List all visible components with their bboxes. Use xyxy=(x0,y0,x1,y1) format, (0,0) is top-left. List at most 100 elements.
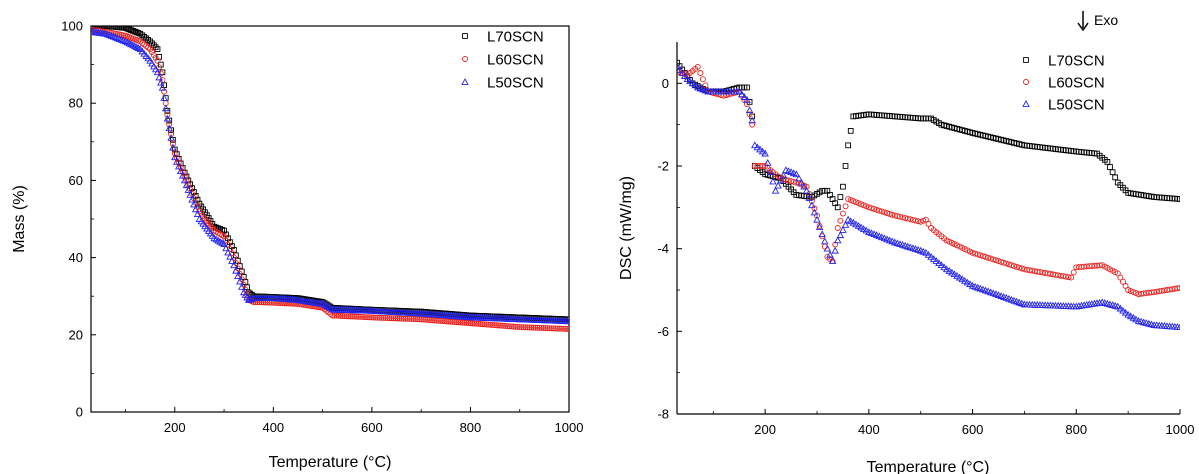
legend-item-l50scn: L50SCN xyxy=(1022,97,1105,114)
data-point xyxy=(124,26,131,32)
data-point xyxy=(884,210,890,217)
data-point xyxy=(837,217,844,224)
data-point xyxy=(699,76,706,83)
legend-item-l60scn: L60SCN xyxy=(462,52,544,69)
x-tick-label: 1000 xyxy=(555,420,584,435)
data-point xyxy=(232,266,240,274)
data-point xyxy=(398,315,405,322)
legend-marker xyxy=(462,56,468,62)
data-point xyxy=(865,204,872,211)
data-point xyxy=(228,257,236,264)
data-point xyxy=(1174,285,1180,292)
data-point xyxy=(347,313,354,320)
legend-item-l60scn: L60SCN xyxy=(1023,75,1105,92)
data-point xyxy=(163,114,172,122)
data-point xyxy=(445,318,452,325)
data-point xyxy=(166,121,173,128)
data-point xyxy=(479,321,486,328)
data-point xyxy=(178,171,187,179)
data-point xyxy=(761,149,769,157)
data-point xyxy=(176,167,185,174)
data-point xyxy=(788,178,795,185)
data-point xyxy=(1112,174,1119,181)
tga-series-l50scn xyxy=(91,27,569,325)
data-point xyxy=(234,272,242,279)
data-point xyxy=(418,316,425,323)
data-point xyxy=(979,253,986,260)
data-point xyxy=(566,326,569,332)
data-point xyxy=(424,316,431,323)
data-point xyxy=(937,261,946,269)
data-point xyxy=(152,44,159,51)
y-tick-label: -2 xyxy=(657,159,669,174)
data-point xyxy=(495,322,501,329)
data-point xyxy=(1114,302,1122,310)
data-point xyxy=(209,220,216,227)
data-point xyxy=(130,42,139,50)
data-point xyxy=(920,217,927,224)
data-point xyxy=(410,316,417,323)
data-point xyxy=(1130,289,1137,296)
data-point xyxy=(453,319,460,326)
data-point xyxy=(449,318,456,325)
data-point xyxy=(485,321,492,328)
data-point xyxy=(345,313,352,320)
data-point xyxy=(129,41,137,49)
data-point xyxy=(441,318,448,325)
y-tick-label: -6 xyxy=(657,324,669,339)
data-point xyxy=(333,312,340,319)
data-point xyxy=(842,163,849,169)
data-point xyxy=(556,325,563,332)
data-point xyxy=(504,323,511,330)
data-point xyxy=(172,157,181,165)
x-tick-label: 400 xyxy=(262,420,284,435)
data-point xyxy=(565,317,569,325)
data-point xyxy=(400,315,407,322)
dsc-series-l50scn xyxy=(677,62,1180,331)
legend-label: L70SCN xyxy=(487,29,544,46)
data-point xyxy=(497,322,503,329)
tga-chart: 200 400 600 800 1000 0 20 40 60 80 100 Temperatur… xyxy=(11,19,583,472)
data-point xyxy=(992,257,999,264)
data-point xyxy=(337,312,344,319)
data-point xyxy=(1070,269,1077,276)
data-point xyxy=(871,206,878,212)
data-point xyxy=(837,194,844,200)
data-point xyxy=(886,210,893,217)
data-point xyxy=(224,248,232,256)
tga-y-ticks: 0 20 40 60 80 100 xyxy=(61,19,96,420)
data-point xyxy=(907,216,914,223)
tga-legend: L70SCN L60SCN L50SCN xyxy=(461,29,544,92)
data-point xyxy=(904,215,911,222)
data-point xyxy=(363,314,369,321)
data-point xyxy=(813,215,821,223)
data-point xyxy=(122,26,129,31)
data-point xyxy=(130,27,136,34)
exo-annotation: Exo xyxy=(1077,11,1118,32)
data-point xyxy=(154,46,161,53)
data-point xyxy=(858,201,865,208)
data-point xyxy=(238,283,246,290)
data-point xyxy=(461,319,468,326)
data-point xyxy=(471,320,478,327)
data-point xyxy=(343,313,350,320)
data-point xyxy=(105,31,114,39)
data-point xyxy=(147,46,154,53)
data-point xyxy=(516,324,523,331)
data-point xyxy=(422,316,429,323)
data-point xyxy=(987,255,994,262)
data-point xyxy=(1018,265,1025,272)
data-point xyxy=(855,200,862,207)
data-point xyxy=(432,317,438,324)
data-point xyxy=(522,324,529,331)
data-point xyxy=(868,205,875,212)
data-point xyxy=(388,315,395,322)
data-point xyxy=(161,88,168,95)
data-point xyxy=(526,324,533,331)
data-point xyxy=(1109,169,1116,176)
data-point xyxy=(483,321,490,328)
data-point xyxy=(370,314,377,321)
data-point xyxy=(117,35,126,43)
data-point xyxy=(688,79,697,87)
data-point xyxy=(501,322,507,329)
